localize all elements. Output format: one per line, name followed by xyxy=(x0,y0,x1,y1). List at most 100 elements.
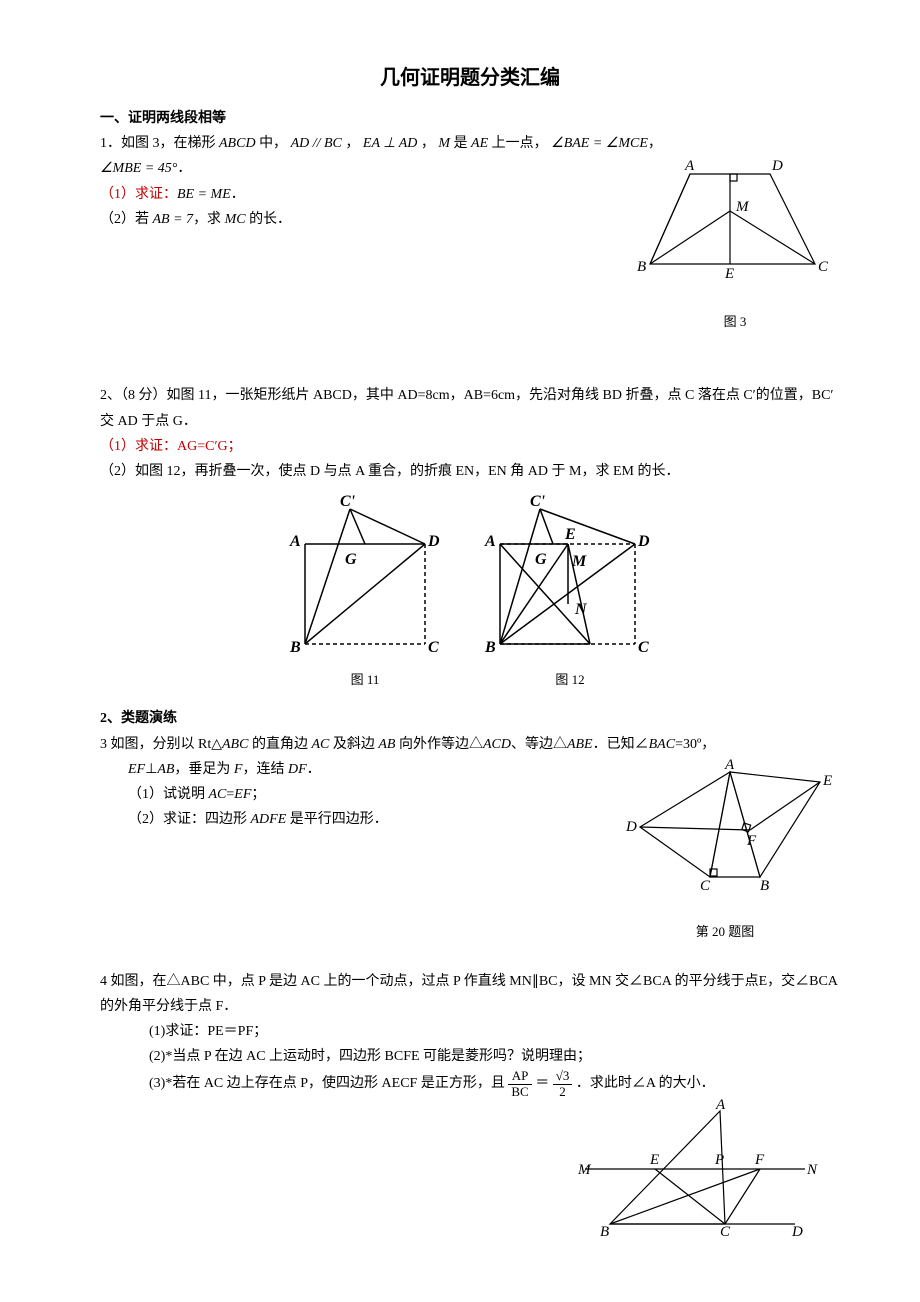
q3-k: ．已知∠ xyxy=(593,737,649,752)
q1-stem-i: 上一点， xyxy=(488,136,551,151)
q3-e: 及斜边 xyxy=(329,737,378,752)
q1-expr4: ∠MBE = 45° xyxy=(100,161,177,176)
svg-text:A: A xyxy=(684,158,695,174)
q2-stem: 2、（8 分）如图 11，一张矩形纸片 ABCD，其中 AD=8cm，AB=6c… xyxy=(100,383,840,433)
q3-acd: ACD xyxy=(483,737,511,752)
svg-text:G: G xyxy=(535,551,547,568)
svg-text:A: A xyxy=(724,757,735,773)
q3-l2h: ． xyxy=(307,762,321,777)
q3-g: 向外作等边△ xyxy=(395,737,483,752)
svg-text:B: B xyxy=(637,259,646,275)
svg-text:B: B xyxy=(484,639,496,656)
q3-abe: ABE xyxy=(567,737,593,752)
svg-text:B: B xyxy=(289,639,301,656)
q1-mc: MC xyxy=(225,212,246,227)
q4-p1: (1)求证：PE＝PF； xyxy=(100,1019,840,1044)
q1-part1-label: （1）求证： xyxy=(100,187,177,202)
q3-ef: EF xyxy=(128,762,145,777)
q3-ab2: AB xyxy=(157,762,174,777)
section-2-heading: 2、类题演练 xyxy=(100,706,840,731)
q3-df: DF xyxy=(288,762,307,777)
q1-expr1: AD // BC xyxy=(291,136,342,151)
svg-text:C: C xyxy=(638,639,649,656)
q3-p1a: （1）试说明 xyxy=(128,787,209,802)
q4-eq: ＝ xyxy=(535,1076,549,1091)
q3-ac: AC xyxy=(311,737,329,752)
svg-text:M: M xyxy=(571,553,587,570)
q1-stem-e: ， xyxy=(417,136,438,151)
svg-text:N: N xyxy=(574,601,588,618)
svg-text:D: D xyxy=(427,533,440,550)
q3-p2a: （2）求证：四边形 xyxy=(128,812,251,827)
q3-adfe: ADFE xyxy=(251,812,287,827)
svg-text:A: A xyxy=(484,533,496,550)
svg-text:E: E xyxy=(649,1152,659,1168)
q1-stem-c: 中， xyxy=(256,136,291,151)
q1-stem-a: 1．如图 3，在梯形 xyxy=(100,136,219,151)
q3-p1e: ； xyxy=(251,787,265,802)
q1-p1c: ． xyxy=(231,187,245,202)
svg-text:C: C xyxy=(428,639,439,656)
q1-abcd: ABCD xyxy=(219,136,256,151)
q3-a: 3 如图，分别以 Rt△ xyxy=(100,737,222,752)
q4-p3a: (3)*若在 AC 边上存在点 P，使四边形 AECF 是正方形，且 xyxy=(149,1076,505,1091)
svg-text:D: D xyxy=(791,1224,803,1239)
svg-text:C': C' xyxy=(530,494,546,510)
q1-p2e: 的长． xyxy=(246,212,292,227)
svg-text:D: D xyxy=(625,819,637,835)
q2-caption-11: 图 11 xyxy=(275,668,455,691)
q4-frac1: APBC xyxy=(508,1069,531,1099)
svg-text:E: E xyxy=(822,773,832,789)
svg-text:D: D xyxy=(637,533,650,550)
svg-text:E: E xyxy=(724,266,734,282)
svg-text:C: C xyxy=(818,259,829,275)
svg-text:F: F xyxy=(746,833,757,849)
q3-m: =30º， xyxy=(675,737,715,752)
svg-text:B: B xyxy=(600,1224,609,1239)
q1-figure: A D B C E M 图 3 xyxy=(630,156,840,333)
question-2: 2、（8 分）如图 11，一张矩形纸片 ABCD，其中 AD=8cm，AB=6c… xyxy=(100,383,840,691)
q4-frac2: √32 xyxy=(553,1069,573,1099)
page-title: 几何证明题分类汇编 xyxy=(100,60,840,96)
question-1: 1．如图 3，在梯形 ABCD 中， AD // BC ， EA ⊥ AD ， … xyxy=(100,131,840,333)
q4-p3b: ．求此时∠A 的大小． xyxy=(576,1076,715,1091)
q2-caption-12: 图 12 xyxy=(475,668,665,691)
q3-p1ef: EF xyxy=(234,787,251,802)
q1-ab7: AB = 7 xyxy=(153,212,194,227)
svg-text:M: M xyxy=(577,1162,592,1178)
q2-figure-12: A D B C C' E G M N 图 12 xyxy=(475,494,665,691)
q3-bac: BAC xyxy=(649,737,675,752)
q3-abc: ABC xyxy=(222,737,248,752)
q3-l2d: ，垂足为 xyxy=(174,762,234,777)
q3-p1ac: AC xyxy=(209,787,227,802)
svg-text:M: M xyxy=(735,199,750,215)
q4-p2: (2)*当点 P 在边 AC 上运动时，四边形 BCFE 可能是菱形吗？说明理由… xyxy=(100,1044,840,1069)
q1-m: M xyxy=(438,136,450,151)
q3-i: 、等边△ xyxy=(511,737,567,752)
q1-stem-g: 是 xyxy=(450,136,471,151)
svg-text:C: C xyxy=(720,1224,731,1239)
q4-stem: 4 如图，在△ABC 中，点 P 是边 AC 上的一个动点，过点 P 作直线 M… xyxy=(100,969,840,1019)
svg-text:D: D xyxy=(771,158,783,174)
question-4: 4 如图，在△ABC 中，点 P 是边 AC 上的一个动点，过点 P 作直线 M… xyxy=(100,969,840,1249)
q1-expr3: ∠BAE = ∠MCE xyxy=(551,136,648,151)
svg-text:E: E xyxy=(564,526,576,543)
svg-text:C': C' xyxy=(340,494,356,510)
q1-figure-caption: 图 3 xyxy=(630,310,840,333)
question-3: 3 如图，分别以 Rt△ABC 的直角边 AC 及斜边 AB 向外作等边△ACD… xyxy=(100,732,840,944)
q1-p2a: （2）若 xyxy=(100,212,153,227)
svg-text:B: B xyxy=(760,878,769,894)
section-1-heading: 一、证明两线段相等 xyxy=(100,106,840,131)
q1-stem-j: ， xyxy=(648,136,662,151)
q1-stem-k: ． xyxy=(177,161,191,176)
svg-text:C: C xyxy=(700,878,711,894)
svg-text:P: P xyxy=(714,1152,724,1168)
svg-text:A: A xyxy=(715,1099,726,1113)
svg-text:N: N xyxy=(806,1162,818,1178)
q1-stem-d: ， xyxy=(342,136,363,151)
q3-perp: ⊥ xyxy=(145,762,157,777)
q1-be-me: BE = ME xyxy=(177,187,231,202)
q3-ab: AB xyxy=(378,737,395,752)
svg-text:A: A xyxy=(289,533,301,550)
q3-caption: 第 20 题图 xyxy=(610,920,840,943)
